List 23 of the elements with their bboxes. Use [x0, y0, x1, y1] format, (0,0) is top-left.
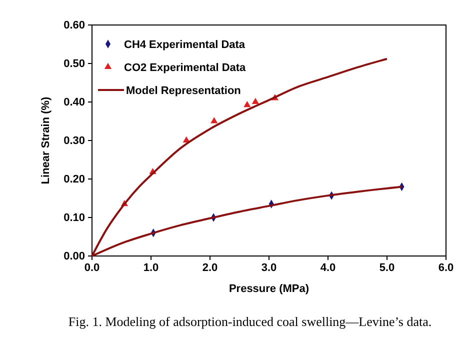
x-tick-label: 4.0 — [320, 262, 336, 274]
y-tick-label: 0.20 — [64, 174, 85, 186]
y-tick-label: 0.30 — [64, 135, 85, 148]
y-tick-label: 0.40 — [64, 96, 85, 109]
point — [252, 98, 259, 104]
x-tick-label: 6.0 — [438, 262, 454, 274]
legend-label: CH4 Experimental Data — [124, 39, 246, 51]
x-tick-label: 2.0 — [202, 262, 218, 274]
x-tick-label: 3.0 — [261, 262, 277, 274]
x-tick-label: 1.0 — [143, 262, 159, 274]
y-tick-label: 0.60 — [64, 20, 85, 32]
point — [210, 117, 218, 124]
y-axis-title: Linear Strain (%) — [40, 96, 52, 184]
legend-label: CO2 Experimental Data — [124, 62, 247, 74]
caption: Fig. 1. Modeling of adsorption-induced coal swelling—Levine’s data. — [68, 314, 432, 329]
x-tick-label: 5.0 — [379, 262, 395, 274]
x-axis-title: Pressure (MPa) — [228, 283, 310, 295]
y-tick-label: 0.50 — [64, 58, 85, 70]
point — [244, 100, 251, 108]
y-tick-label: 0.10 — [64, 212, 85, 224]
x-tick-label: 0.0 — [84, 262, 100, 274]
y-tick-label: 0.00 — [64, 250, 85, 263]
legend-label: Model Representation — [126, 85, 242, 97]
